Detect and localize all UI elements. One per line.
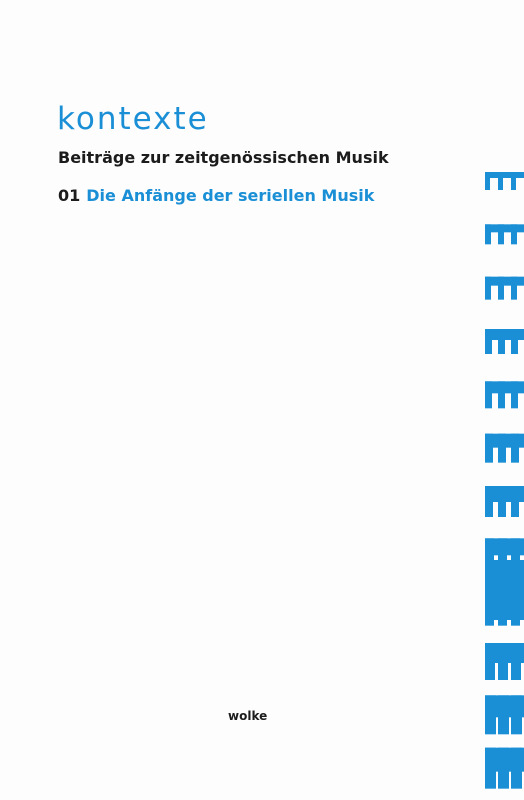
stripe-stem <box>498 381 505 409</box>
stripe-stem <box>498 329 505 354</box>
stripe-stem <box>498 695 509 735</box>
stripe-bar <box>485 276 524 286</box>
stripe-stem <box>485 433 493 463</box>
stripe-stem <box>485 276 491 300</box>
stripe-stem <box>511 381 518 409</box>
stripe-stem <box>485 224 491 245</box>
stripe-stem <box>485 538 494 572</box>
stripe-stem <box>511 224 517 245</box>
stripe-bar <box>485 172 524 178</box>
stripe-stem <box>498 747 509 789</box>
stripe-stem <box>511 747 522 789</box>
stripe-bar <box>485 224 524 233</box>
stripe-stem <box>511 433 519 463</box>
stripe-stem <box>485 172 490 190</box>
publisher-name: wolke <box>228 709 268 723</box>
series-subtitle: Beiträge zur zeitgenössischen Musik <box>58 148 389 167</box>
stripe-stem <box>498 172 503 190</box>
stripe-stem <box>498 224 504 245</box>
stripe-stem <box>498 538 507 572</box>
stripe-block <box>485 560 524 620</box>
stripe-stem <box>485 381 492 409</box>
volume-line: 01 Die Anfänge der seriellen Musik <box>58 188 374 204</box>
stripe-stem <box>511 276 517 300</box>
stripe-stem <box>485 329 492 354</box>
stripe-stem <box>511 329 518 354</box>
stripe-stem <box>498 643 508 680</box>
series-title: kontexte <box>57 101 209 137</box>
stripe-stem <box>511 643 521 680</box>
stripe-stem <box>511 172 516 190</box>
stripe-stem <box>485 643 495 680</box>
stripe-stem <box>511 486 519 517</box>
stripe-stem <box>498 433 506 463</box>
stripe-stem <box>485 747 496 789</box>
stripe-stem <box>511 695 522 735</box>
stripe-stem <box>498 486 506 517</box>
stripe-stem <box>498 276 504 300</box>
stripe-stem <box>485 695 496 735</box>
volume-title: Die Anfänge der seriellen Musik <box>86 186 375 205</box>
volume-number: 01 <box>58 186 81 205</box>
stripe-stem <box>511 538 520 572</box>
stripe-stem <box>485 486 493 517</box>
